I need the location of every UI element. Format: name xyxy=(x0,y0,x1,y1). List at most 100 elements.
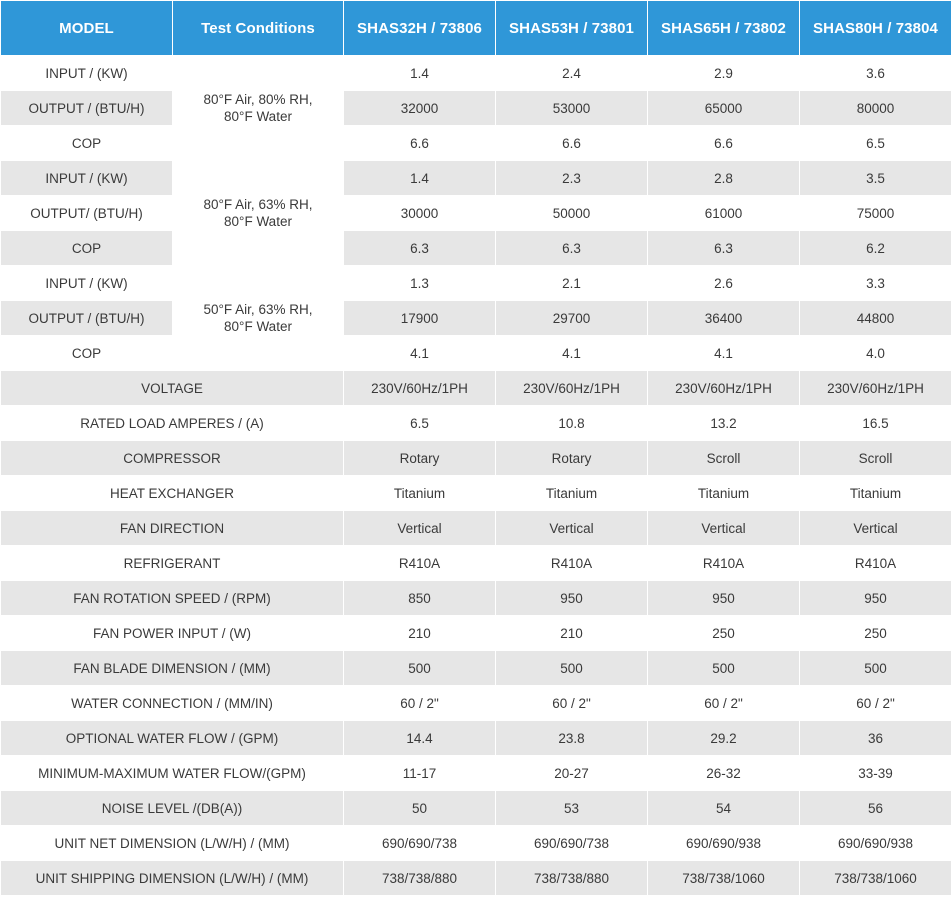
value-cell: 36 xyxy=(800,721,951,755)
row-label: FAN ROTATION SPEED / (RPM) xyxy=(1,581,343,615)
value-cell: 950 xyxy=(648,581,799,615)
value-cell: 6.6 xyxy=(344,126,495,160)
value-cell: 75000 xyxy=(800,196,951,230)
value-cell: 23.8 xyxy=(496,721,647,755)
value-cell: 60 / 2" xyxy=(648,686,799,720)
row-label: INPUT / (KW) xyxy=(1,56,172,90)
value-cell: 690/690/938 xyxy=(648,826,799,860)
value-cell: 250 xyxy=(648,616,799,650)
row-label: COP xyxy=(1,126,172,160)
value-cell: 500 xyxy=(496,651,647,685)
row-label: NOISE LEVEL /(DB(A)) xyxy=(1,791,343,825)
table-row: OPTIONAL WATER FLOW / (GPM) 14.4 23.8 29.2 3… xyxy=(1,721,951,755)
value-cell: 738/738/880 xyxy=(496,861,647,895)
value-cell: 230V/60Hz/1PH xyxy=(648,371,799,405)
row-label: HEAT EXCHANGER xyxy=(1,476,343,510)
value-cell: R410A xyxy=(648,546,799,580)
value-cell: 950 xyxy=(800,581,951,615)
table-row: COP 6.6 6.6 6.6 6.5 xyxy=(1,126,951,160)
value-cell: 2.3 xyxy=(496,161,647,195)
value-cell: 4.0 xyxy=(800,336,951,370)
test-condition-line-1: 80°F Air, 80% RH, xyxy=(203,92,313,107)
value-cell: 2.1 xyxy=(496,266,647,300)
value-cell: 6.3 xyxy=(496,231,647,265)
value-cell: 850 xyxy=(344,581,495,615)
row-label: OPTIONAL WATER FLOW / (GPM) xyxy=(1,721,343,755)
value-cell: Vertical xyxy=(800,511,951,545)
value-cell: 500 xyxy=(800,651,951,685)
value-cell: 6.6 xyxy=(496,126,647,160)
value-cell: 6.3 xyxy=(344,231,495,265)
value-cell: Scroll xyxy=(648,441,799,475)
table-row: HEAT EXCHANGER Titanium Titanium Titanium Ti… xyxy=(1,476,951,510)
value-cell: 53000 xyxy=(496,91,647,125)
row-label: OUTPUT / (BTU/H) xyxy=(1,301,172,335)
row-label: OUTPUT / (BTU/H) xyxy=(1,91,172,125)
value-cell: 6.2 xyxy=(800,231,951,265)
header-test-conditions: Test Conditions xyxy=(173,1,343,55)
header-model-2: SHAS53H / 73801 xyxy=(496,1,647,55)
header-model-1: SHAS32H / 73806 xyxy=(344,1,495,55)
value-cell: 500 xyxy=(344,651,495,685)
row-label: OUTPUT/ (BTU/H) xyxy=(1,196,172,230)
value-cell: 500 xyxy=(648,651,799,685)
value-cell: Titanium xyxy=(496,476,647,510)
value-cell: 738/738/1060 xyxy=(800,861,951,895)
value-cell: 690/690/938 xyxy=(800,826,951,860)
value-cell: 16.5 xyxy=(800,406,951,440)
value-cell: Titanium xyxy=(800,476,951,510)
table-row: COP 4.1 4.1 4.1 4.0 xyxy=(1,336,951,370)
value-cell: Rotary xyxy=(496,441,647,475)
header-model-4: SHAS80H / 73804 xyxy=(800,1,951,55)
row-label: INPUT / (KW) xyxy=(1,266,172,300)
value-cell: Vertical xyxy=(344,511,495,545)
row-label: COMPRESSOR xyxy=(1,441,343,475)
row-label: FAN DIRECTION xyxy=(1,511,343,545)
value-cell: 3.3 xyxy=(800,266,951,300)
table-row: RATED LOAD AMPERES / (A) 6.5 10.8 13.2 16.5 xyxy=(1,406,951,440)
value-cell: Titanium xyxy=(344,476,495,510)
row-label: WATER CONNECTION / (MM/IN) xyxy=(1,686,343,720)
row-label: UNIT SHIPPING DIMENSION (L/W/H) / (MM) xyxy=(1,861,343,895)
table-row: FAN BLADE DIMENSION / (MM) 500 500 500 500 xyxy=(1,651,951,685)
value-cell: 738/738/880 xyxy=(344,861,495,895)
value-cell: 738/738/1060 xyxy=(648,861,799,895)
table-row: INPUT / (KW) 80°F Air, 63% RH, 80°F Water 1… xyxy=(1,161,951,265)
value-cell: 1.3 xyxy=(344,266,495,300)
table-row: INPUT / (KW) 80°F Air, 80% RH, 80°F Water 1… xyxy=(1,56,951,160)
table-row: UNIT NET DIMENSION (L/W/H) / (MM) 690/690… xyxy=(1,826,951,860)
value-cell: 29.2 xyxy=(648,721,799,755)
row-label: COP xyxy=(1,336,172,370)
value-cell: R410A xyxy=(344,546,495,580)
value-cell: 36400 xyxy=(648,301,799,335)
header-row: MODEL Test Conditions SHAS32H / 73806 SH… xyxy=(1,1,951,55)
value-cell: Vertical xyxy=(648,511,799,545)
value-cell: Vertical xyxy=(496,511,647,545)
value-cell: 61000 xyxy=(648,196,799,230)
value-cell: 26-32 xyxy=(648,756,799,790)
value-cell: 29700 xyxy=(496,301,647,335)
table-row: MINIMUM-MAXIMUM WATER FLOW/(GPM) 11-17 20-… xyxy=(1,756,951,790)
row-label: MINIMUM-MAXIMUM WATER FLOW/(GPM) xyxy=(1,756,343,790)
value-cell: 230V/60Hz/1PH xyxy=(800,371,951,405)
value-cell: 6.3 xyxy=(648,231,799,265)
row-label: RATED LOAD AMPERES / (A) xyxy=(1,406,343,440)
value-cell: 53 xyxy=(496,791,647,825)
value-cell: 6.5 xyxy=(800,126,951,160)
value-cell: 14.4 xyxy=(344,721,495,755)
table-row: VOLTAGE 230V/60Hz/1PH 230V/60Hz/1PH 230V/60… xyxy=(1,371,951,405)
table-row: FAN DIRECTION Vertical Vertical Vertical Ver… xyxy=(1,511,951,545)
value-cell: Scroll xyxy=(800,441,951,475)
row-label: VOLTAGE xyxy=(1,371,343,405)
value-cell: 80000 xyxy=(800,91,951,125)
value-cell: 690/690/738 xyxy=(344,826,495,860)
test-condition-line-1: 50°F Air, 63% RH, xyxy=(203,302,313,317)
value-cell: 1.4 xyxy=(344,56,495,90)
value-cell: 210 xyxy=(344,616,495,650)
test-condition-line-2: 80°F Water xyxy=(224,214,292,229)
table-row: FAN ROTATION SPEED / (RPM) 850 950 950 950 xyxy=(1,581,951,615)
value-cell: 950 xyxy=(496,581,647,615)
value-cell: Titanium xyxy=(648,476,799,510)
value-cell: 4.1 xyxy=(496,336,647,370)
